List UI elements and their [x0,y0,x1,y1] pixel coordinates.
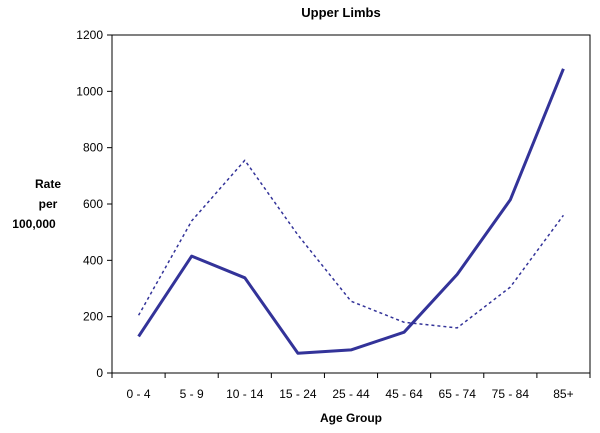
x-tick-label: 45 - 64 [385,387,423,401]
x-tick-label: 65 - 74 [439,387,477,401]
y-axis-label-line-2: per [39,197,58,211]
y-tick-label: 1000 [76,84,103,98]
y-tick-label: 400 [83,253,103,267]
y-axis-label-line-3: 100,000 [12,217,56,231]
x-axis-label: Age Group [320,411,382,425]
chart-title: Upper Limbs [301,5,380,20]
series-line-2-dotted [137,159,565,329]
y-tick-label: 800 [83,141,103,155]
y-axis-label: Rate per 100,000 [12,177,61,231]
x-tick-label: 85+ [553,387,573,401]
x-tick-label: 0 - 4 [127,387,151,401]
y-axis-label-line-1: Rate [35,177,61,191]
series-line-1-solid [137,68,565,355]
y-axis-ticks: 0 200 400 600 800 1000 1200 [76,28,112,380]
x-tick-label: 25 - 44 [332,387,370,401]
x-tick-label: 10 - 14 [226,387,264,401]
y-tick-label: 200 [83,310,103,324]
y-tick-label: 0 [96,366,103,380]
series-layer [137,68,565,355]
y-tick-label: 600 [83,197,103,211]
x-tick-label: 5 - 9 [180,387,204,401]
x-axis-ticks: 0 - 4 5 - 9 10 - 14 15 - 24 25 - 44 45 - 64 65… [111,373,591,401]
x-tick-label: 15 - 24 [279,387,317,401]
y-tick-label: 1200 [76,28,103,42]
plot-area-frame [111,34,591,374]
x-tick-label: 75 - 84 [492,387,530,401]
